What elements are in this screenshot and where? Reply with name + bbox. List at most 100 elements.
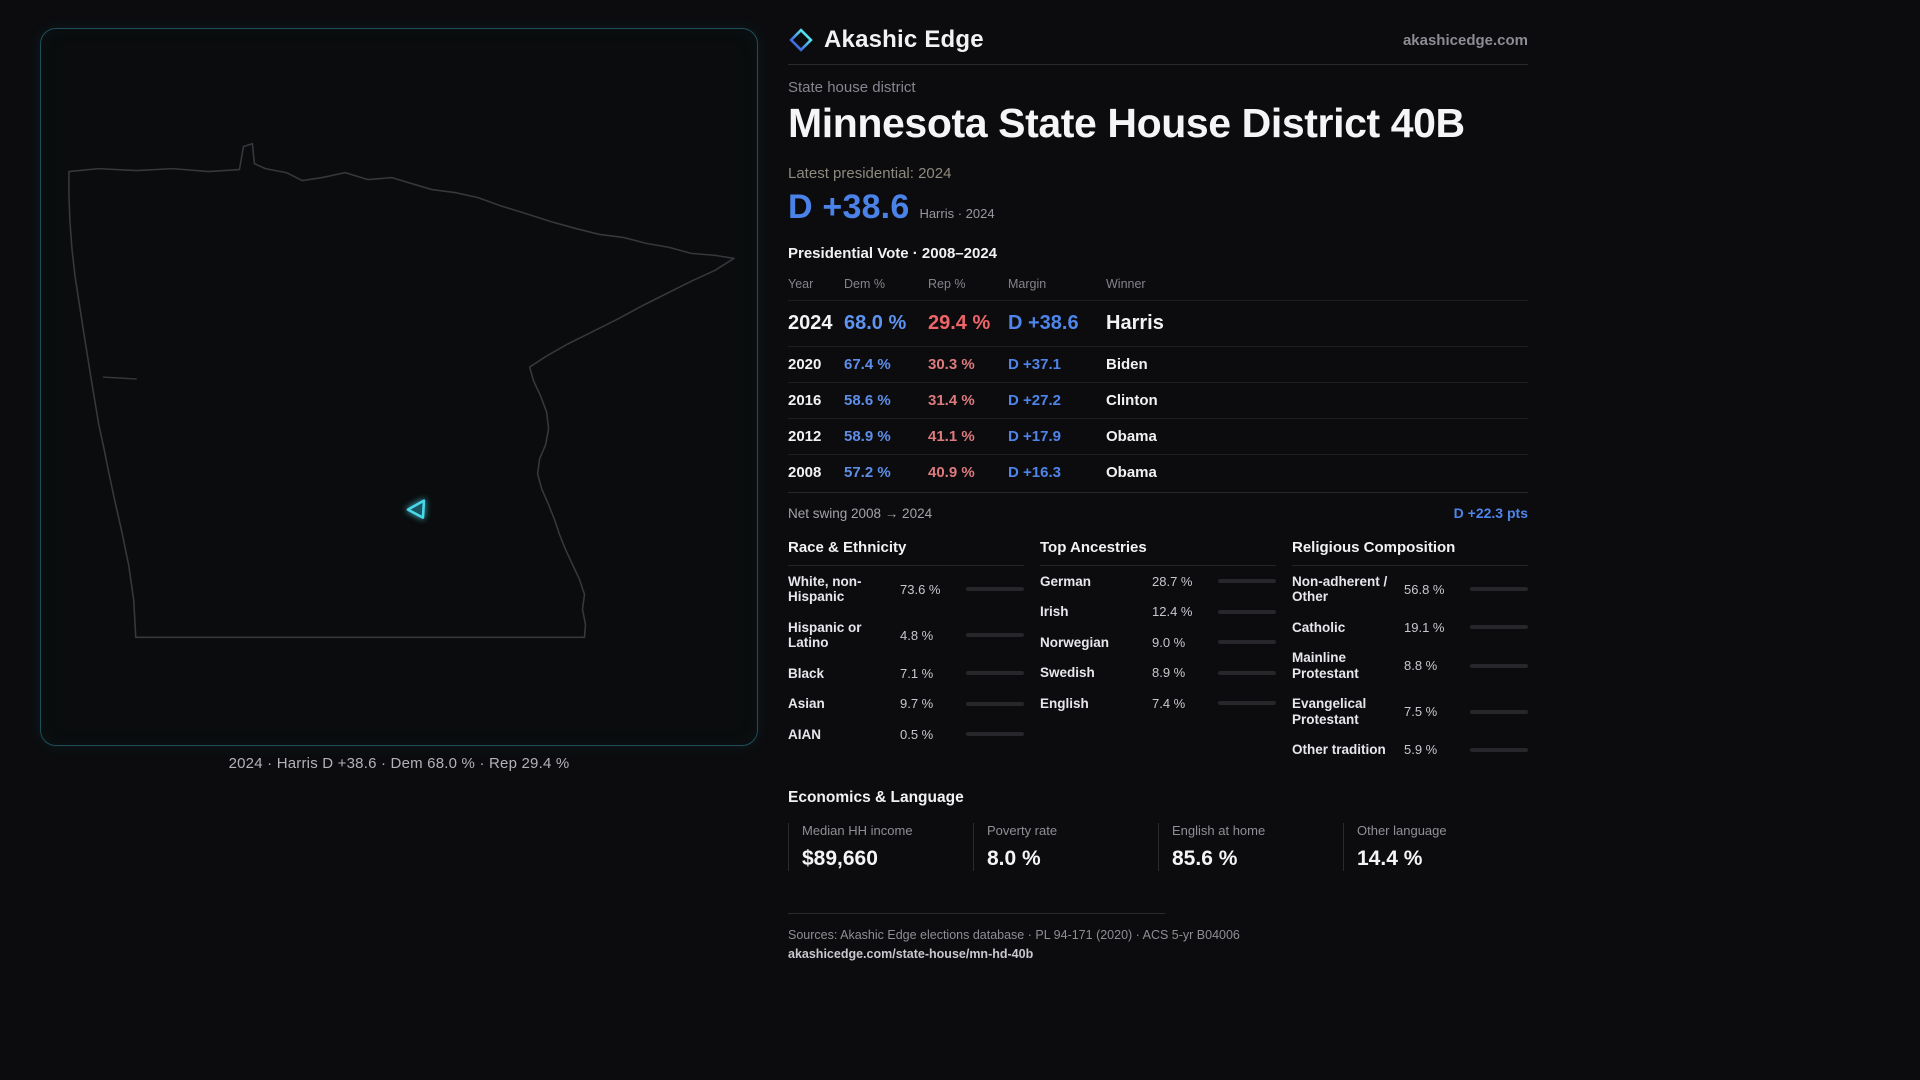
rep-cell: 29.4 % <box>928 312 991 335</box>
net-swing-label: Net swing 2008 → 2024 <box>788 506 933 522</box>
col-winner: Winner <box>1106 277 1146 292</box>
demo-bar <box>1218 579 1276 584</box>
demo-bar <box>966 633 1024 638</box>
brand-diamond-icon <box>789 28 813 52</box>
demo-value: 9.7 % <box>900 696 934 712</box>
demo-label: German <box>1040 573 1092 589</box>
demo-label: Hispanic or Latino <box>788 619 862 651</box>
minnesota-outline <box>68 142 735 639</box>
stat-poverty-rate: Poverty rate 8.0 % <box>973 823 1158 872</box>
year-cell: 2008 <box>788 464 822 482</box>
demo-row: German 28.7 % <box>1040 566 1276 597</box>
demo-bar <box>966 671 1024 676</box>
demo-bar <box>1218 640 1276 645</box>
demo-row: Evangelical Protestant 7.5 % <box>1292 689 1528 735</box>
header-divider <box>788 64 1528 65</box>
permalink-link[interactable]: akashicedge.com/state-house/mn-hd-40b <box>788 947 1034 962</box>
year-cell: 2020 <box>788 356 822 374</box>
demo-bar <box>966 587 1024 592</box>
dem-cell: 68.0 % <box>844 312 907 335</box>
map-caption: 2024 · Harris D +38.6 · Dem 68.0 % · Rep… <box>228 755 570 772</box>
demo-label: English <box>1040 695 1089 711</box>
demo-value: 73.6 % <box>900 581 941 597</box>
demo-value: 7.1 % <box>900 665 934 681</box>
margin-cell: D +17.9 <box>1008 428 1061 446</box>
stat-value: 8.0 % <box>987 847 1041 871</box>
demo-label: Other tradition <box>1292 742 1386 758</box>
demo-value: 12.4 % <box>1152 604 1193 620</box>
presidential-vote-table: Year Dem % Rep % Margin Winner 2024 68.0… <box>788 270 1528 490</box>
demo-value: 7.4 % <box>1152 695 1186 711</box>
stat-label: Median HH income <box>802 823 913 839</box>
demo-row: Norwegian 9.0 % <box>1040 627 1276 658</box>
demo-bar <box>1218 701 1276 706</box>
demo-bar <box>1470 709 1528 714</box>
demo-value: 8.8 % <box>1404 658 1438 674</box>
stat-english-at-home: English at home 85.6 % <box>1158 823 1343 872</box>
footer-divider <box>788 913 1165 915</box>
district-type-kicker: State house district <box>788 79 916 96</box>
demo-value: 8.9 % <box>1152 665 1186 681</box>
ancestries-title: Top Ancestries <box>1040 539 1276 567</box>
district-report: Akashic Edge akashicedge.com State house… <box>788 26 1528 961</box>
year-cell: 2024 <box>788 312 833 335</box>
stat-label: English at home <box>1172 823 1266 839</box>
demo-label: AIAN <box>788 726 821 742</box>
river-tick <box>102 376 137 380</box>
rep-cell: 30.3 % <box>928 356 975 374</box>
demo-row: Hispanic or Latino 4.8 % <box>788 612 1024 658</box>
demo-row: Black 7.1 % <box>788 658 1024 689</box>
demo-label: Catholic <box>1292 619 1346 635</box>
rep-cell: 40.9 % <box>928 464 975 482</box>
dem-cell: 57.2 % <box>844 464 891 482</box>
vote-row-2016: 2016 58.6 % 31.4 % D +27.2 Clinton <box>788 382 1528 418</box>
site-domain-link[interactable]: akashicedge.com <box>1402 31 1528 49</box>
stat-value: 14.4 % <box>1357 847 1423 871</box>
demo-bar <box>1470 625 1528 630</box>
demo-label: Evangelical Protestant <box>1292 696 1367 727</box>
demo-bar <box>1218 609 1276 614</box>
demo-row: White, non-Hispanic 73.6 % <box>788 566 1024 612</box>
demo-label: Irish <box>1040 604 1069 620</box>
latest-presidential-label: Latest presidential: 2024 <box>788 165 952 183</box>
economics-title: Economics & Language <box>788 789 964 807</box>
winner-cell: Obama <box>1106 464 1157 482</box>
demo-bar <box>1218 670 1276 675</box>
stat-value: $89,660 <box>802 847 878 871</box>
demo-bar <box>966 732 1024 737</box>
demo-value: 4.8 % <box>900 627 934 643</box>
race-ethnicity-title: Race & Ethnicity <box>788 539 1024 567</box>
net-swing-row: Net swing 2008 → 2024 D +22.3 pts <box>788 492 1528 521</box>
religion-title: Religious Composition <box>1292 539 1528 567</box>
rep-cell: 31.4 % <box>928 392 975 410</box>
demo-value: 9.0 % <box>1152 634 1186 650</box>
vote-row-2008: 2008 57.2 % 40.9 % D +16.3 Obama <box>788 454 1528 490</box>
demo-value: 28.7 % <box>1152 573 1193 589</box>
year-cell: 2012 <box>788 428 822 446</box>
demo-label: White, non-Hispanic <box>788 573 862 605</box>
headline-margin-value: D +38.6 <box>788 188 910 227</box>
net-swing-value: D +22.3 pts <box>1453 505 1528 522</box>
religion-column: Religious Composition Non-adherent / Oth… <box>1292 539 1528 765</box>
demo-value: 56.8 % <box>1404 581 1445 597</box>
minnesota-map <box>68 142 735 639</box>
brand-name: Akashic Edge <box>824 26 984 53</box>
demo-bar <box>1470 747 1528 752</box>
demo-bar <box>1470 587 1528 592</box>
vote-row-2024: 2024 68.0 % 29.4 % D +38.6 Harris <box>788 300 1528 346</box>
year-cell: 2016 <box>788 392 822 410</box>
demo-row: Asian 9.7 % <box>788 689 1024 720</box>
vote-table-header: Year Dem % Rep % Margin Winner <box>788 270 1528 300</box>
stat-label: Poverty rate <box>987 823 1058 839</box>
demo-row: Swedish 8.9 % <box>1040 658 1276 689</box>
state-map-panel <box>40 28 758 746</box>
page-title: Minnesota State House District 40B <box>788 100 1465 146</box>
vote-row-2012: 2012 58.9 % 41.1 % D +17.9 Obama <box>788 418 1528 454</box>
sources-text: Sources: Akashic Edge elections database… <box>788 928 1240 943</box>
col-year: Year <box>788 277 814 292</box>
demo-bar <box>1470 663 1528 668</box>
stat-value: 85.6 % <box>1172 847 1238 871</box>
stat-label: Other language <box>1357 823 1447 839</box>
col-rep: Rep % <box>928 277 966 292</box>
headline-margin: D +38.6 Harris · 2024 <box>788 188 1528 227</box>
